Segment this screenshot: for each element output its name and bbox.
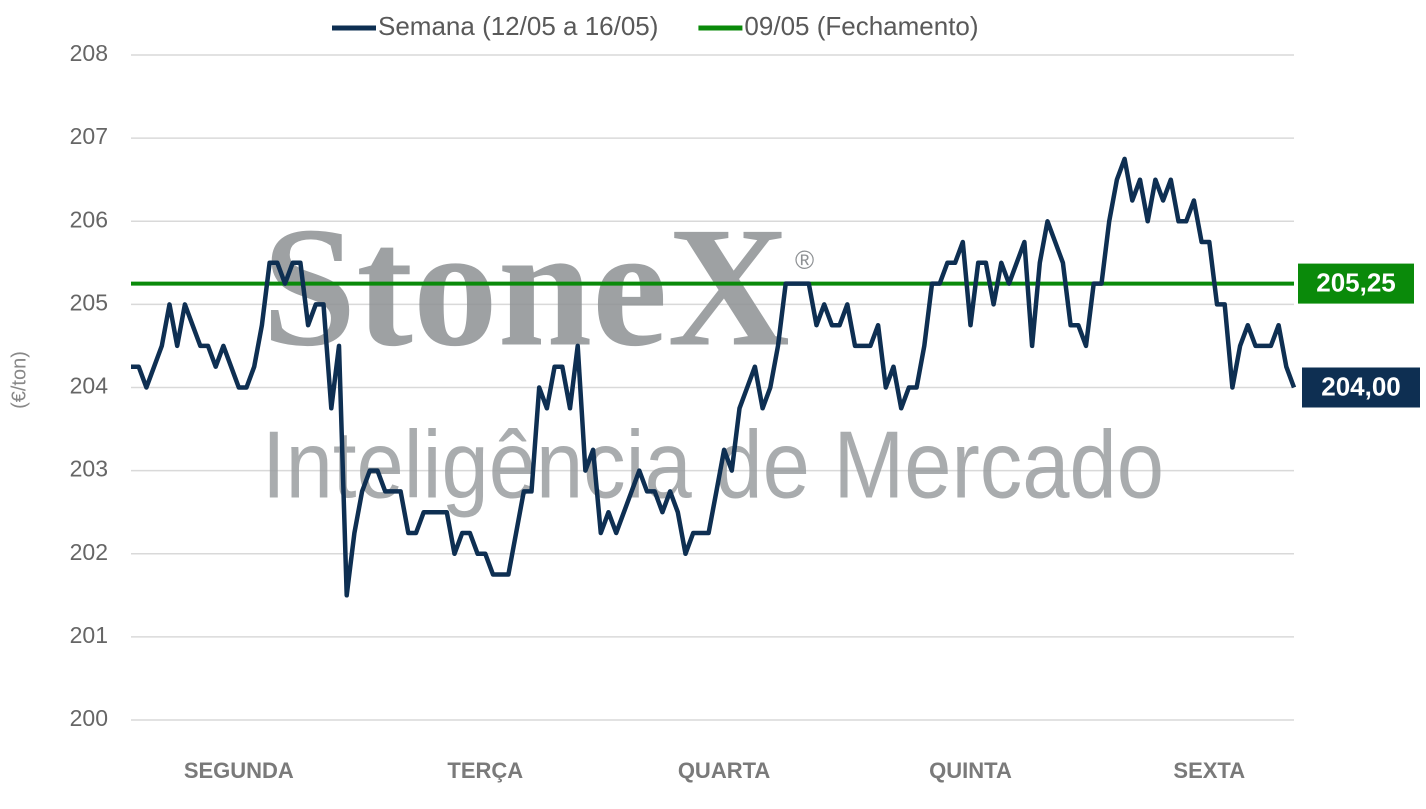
x-tick-label: QUARTA [678, 758, 771, 783]
end-label-box [1302, 367, 1420, 408]
x-tick-label: TERÇA [447, 758, 523, 783]
y-tick-label: 202 [70, 539, 108, 565]
end-label: 204,00 [1321, 371, 1401, 401]
x-tick-label: SEGUNDA [184, 758, 294, 783]
y-tick-label: 208 [70, 40, 108, 66]
legend-label: Semana (12/05 a 16/05) [378, 11, 658, 41]
legend-label: 09/05 (Fechamento) [744, 11, 978, 41]
series-line [131, 156, 1297, 598]
watermark-mark: ® [795, 245, 814, 275]
y-tick-label: 204 [70, 373, 109, 399]
reference-label-box [1298, 263, 1414, 304]
x-tick-label: QUINTA [929, 758, 1012, 783]
x-tick-label: SEXTA [1173, 758, 1245, 783]
y-tick-label: 201 [70, 622, 108, 648]
y-tick-label: 207 [70, 123, 108, 149]
watermark: StoneX ® Inteligência de Mercado [262, 192, 1164, 518]
y-tick-label: 205 [70, 289, 108, 315]
y-tick-label: 206 [70, 206, 108, 232]
y-tick-label: 200 [70, 705, 108, 731]
y-tick-label: 203 [70, 456, 108, 482]
watermark-brand: StoneX [262, 192, 790, 382]
y-axis-label: (€/ton) [8, 351, 30, 409]
reference-label: 205,25 [1316, 267, 1396, 297]
